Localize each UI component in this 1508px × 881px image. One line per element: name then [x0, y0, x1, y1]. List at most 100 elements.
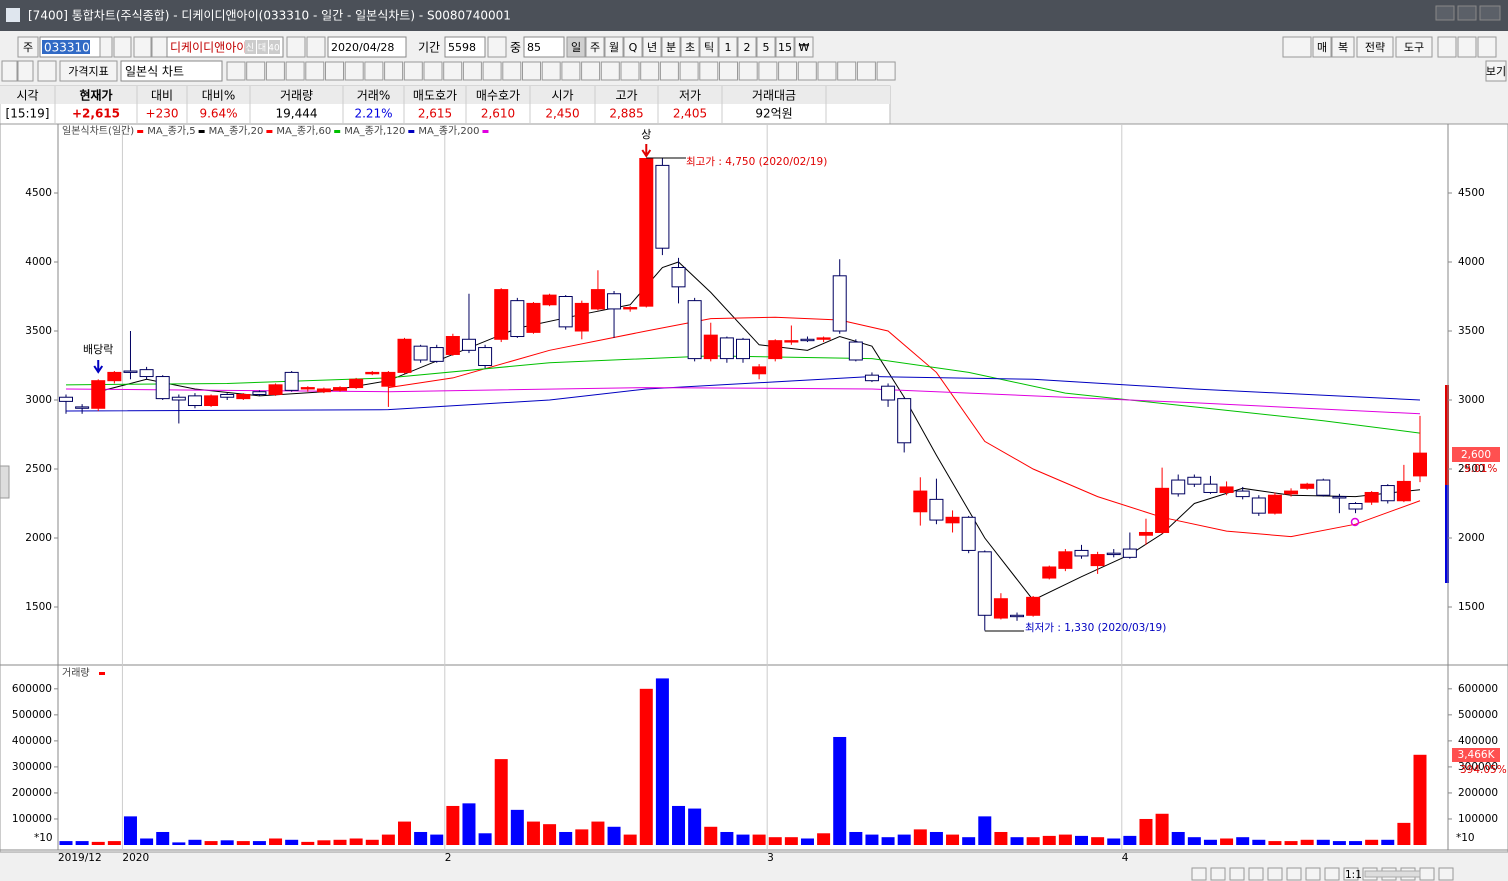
drawing-tool[interactable] [699, 61, 719, 81]
drawing-tool[interactable] [856, 61, 876, 81]
drawing-tool[interactable] [620, 61, 640, 81]
drawing-tool[interactable] [285, 61, 305, 81]
next-button[interactable] [286, 36, 306, 58]
right-button[interactable] [1312, 36, 1332, 58]
tool-icon[interactable] [1437, 36, 1457, 58]
interval-button[interactable] [566, 36, 586, 58]
scroll-track[interactable] [1364, 870, 1421, 878]
right-button[interactable] [1356, 36, 1394, 58]
volume-bar [349, 838, 363, 845]
drawing-tool[interactable] [344, 61, 364, 81]
drawing-tool[interactable] [482, 61, 502, 81]
tool-icon[interactable] [133, 36, 152, 58]
drawing-tool[interactable] [384, 61, 404, 81]
interval-button[interactable] [794, 36, 814, 58]
candle-body [671, 267, 686, 288]
status-icon[interactable] [1343, 867, 1359, 881]
status-icon[interactable] [1267, 867, 1283, 881]
interval-button[interactable] [661, 36, 681, 58]
minimize-button[interactable] [1435, 5, 1455, 21]
drawing-tool[interactable] [305, 61, 325, 81]
drawing-tool[interactable] [423, 61, 443, 81]
drawing-tool[interactable] [541, 61, 561, 81]
indicator-button[interactable] [59, 60, 118, 82]
interval-button[interactable] [737, 36, 757, 58]
arrow-button[interactable] [17, 60, 34, 82]
drawing-tool[interactable] [758, 61, 778, 81]
tool-icon[interactable] [1457, 36, 1477, 58]
drawing-tool[interactable] [226, 61, 246, 81]
status-icon[interactable] [1419, 867, 1435, 881]
interval-button-label: 주 [590, 41, 600, 54]
interval-button[interactable] [699, 36, 719, 58]
status-icon[interactable] [1229, 867, 1245, 881]
tool-icon[interactable] [1477, 36, 1497, 58]
legend-entry-swatch [198, 130, 205, 133]
drawing-tool[interactable] [561, 61, 581, 81]
candle-body [1251, 497, 1266, 514]
cloud-button[interactable] [1282, 36, 1312, 58]
right-button[interactable] [1395, 36, 1433, 58]
drawing-tool[interactable] [522, 61, 541, 81]
view-button[interactable] [1485, 60, 1507, 82]
drawing-tool[interactable] [600, 61, 620, 81]
volume-bar [865, 834, 879, 845]
interval-button[interactable] [585, 36, 605, 58]
prev-button[interactable] [306, 36, 326, 58]
candle-body [236, 393, 251, 400]
status-icon[interactable] [1324, 867, 1340, 881]
tool-icon[interactable] [151, 36, 170, 58]
status-icon[interactable] [1305, 867, 1321, 881]
status-icon[interactable] [1286, 867, 1302, 881]
last-price-badge [1452, 447, 1500, 462]
count-input[interactable] [523, 36, 565, 58]
interval-button[interactable] [775, 36, 795, 58]
date-input[interactable] [327, 36, 407, 58]
tool-icon[interactable] [487, 36, 507, 58]
interval-button[interactable] [623, 36, 643, 58]
market-button[interactable] [17, 36, 39, 58]
drawing-tool[interactable] [778, 61, 798, 81]
maximize-button[interactable] [1457, 5, 1477, 21]
tool-icon[interactable] [37, 60, 57, 82]
drawing-tool[interactable] [403, 61, 423, 81]
drawing-tool[interactable] [265, 61, 285, 81]
volume-bar [1332, 841, 1346, 845]
drawing-tool[interactable] [659, 61, 679, 81]
interval-button[interactable] [718, 36, 738, 58]
status-icon[interactable] [1191, 867, 1207, 881]
drawing-tool[interactable] [325, 61, 344, 81]
interval-button[interactable] [642, 36, 662, 58]
right-button[interactable] [1331, 36, 1355, 58]
drawing-tool[interactable] [817, 61, 837, 81]
drawing-tool[interactable] [876, 61, 896, 81]
drawing-tool[interactable] [443, 61, 463, 81]
drawing-tool[interactable] [246, 61, 266, 81]
dividend-label: 배당락 [83, 343, 113, 356]
period-input[interactable] [444, 36, 486, 58]
status-icon[interactable] [1438, 867, 1454, 881]
drawing-tool[interactable] [462, 61, 482, 81]
drawing-tool[interactable] [719, 61, 738, 81]
tool-icon[interactable] [113, 36, 132, 58]
status-icon[interactable] [1248, 867, 1264, 881]
drawing-tool[interactable] [837, 61, 857, 81]
drawing-tool[interactable] [640, 61, 660, 81]
interval-button[interactable] [604, 36, 624, 58]
drawing-tool[interactable] [502, 61, 522, 81]
code-dropdown[interactable] [99, 36, 113, 58]
drawing-tool[interactable] [679, 61, 699, 81]
style-select[interactable] [120, 60, 223, 82]
drawing-tool[interactable] [364, 61, 384, 81]
close-button[interactable] [1479, 5, 1501, 21]
drawing-tool[interactable] [738, 61, 758, 81]
drawing-tool[interactable] [581, 61, 601, 81]
interval-button[interactable] [680, 36, 700, 58]
volume-bar [1381, 839, 1395, 845]
interval-button[interactable] [756, 36, 776, 58]
side-toggle[interactable] [0, 465, 10, 499]
volume-bar [946, 834, 960, 845]
arrow-button[interactable] [1, 60, 18, 82]
drawing-tool[interactable] [797, 61, 817, 81]
status-icon[interactable] [1210, 867, 1226, 881]
